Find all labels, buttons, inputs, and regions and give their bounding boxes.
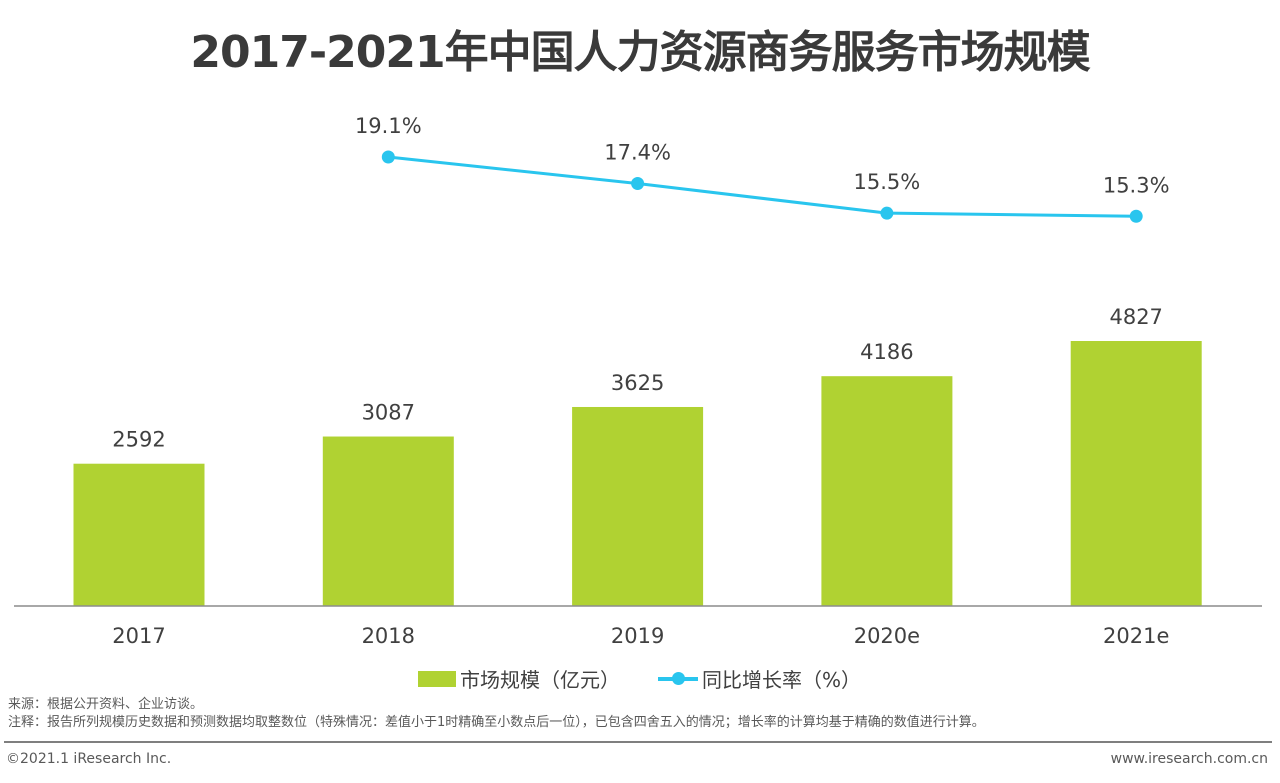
growth-point [1129, 209, 1143, 223]
copyright: ©2021.1 iResearch Inc. [6, 751, 172, 767]
growth-point [631, 177, 645, 191]
bar [821, 376, 953, 606]
bar-value-label: 4827 [1109, 305, 1162, 329]
source-text: 来源：根据公开资料、企业访谈。 [8, 697, 204, 712]
bar [73, 463, 205, 606]
note-text: 注释：报告所列规模历史数据和预测数据均取整数位（特殊情况：差值小于1时精确至小数… [8, 715, 985, 730]
growth-point [381, 150, 395, 164]
bar [1070, 341, 1202, 606]
growth-value-label: 15.5% [854, 170, 921, 194]
growth-line [388, 155, 1137, 218]
x-tick-label: 2017 [112, 624, 165, 648]
bar-value-label: 3087 [362, 401, 415, 425]
chart-title: 2017-2021年中国人力资源商务服务市场规模 [190, 27, 1090, 78]
growth-value-label: 17.4% [604, 141, 671, 165]
website-url: www.iresearch.com.cn [1110, 751, 1268, 767]
bar-value-label: 4186 [860, 340, 913, 364]
bar [322, 436, 454, 606]
legend-line-marker [658, 671, 698, 685]
legend: 市场规模（亿元） 同比增长率（%） [418, 664, 861, 693]
x-tick-label: 2019 [611, 624, 664, 648]
growth-point [880, 206, 894, 220]
bar-value-label: 2592 [112, 428, 165, 452]
notes: 来源：根据公开资料、企业访谈。 注释：报告所列规模历史数据和预测数据均取整数位（… [8, 696, 985, 732]
legend-line-label: 同比增长率（%） [702, 668, 862, 692]
chart: 2592 2017 3087 2018 3625 2019 4186 2020e 4827 202… [14, 114, 1262, 648]
legend-bar-label: 市场规模（亿元） [460, 668, 620, 692]
footer-divider [4, 741, 1272, 743]
growth-value-label: 19.1% [355, 114, 422, 138]
x-tick-label: 2018 [362, 624, 415, 648]
x-tick-label: 2021e [1103, 624, 1169, 648]
bar-value-label: 3625 [611, 371, 664, 395]
bar [572, 406, 704, 606]
growth-value-label: 15.3% [1103, 173, 1170, 197]
legend-bar-swatch [418, 670, 456, 687]
x-tick-label: 2020e [854, 624, 920, 648]
